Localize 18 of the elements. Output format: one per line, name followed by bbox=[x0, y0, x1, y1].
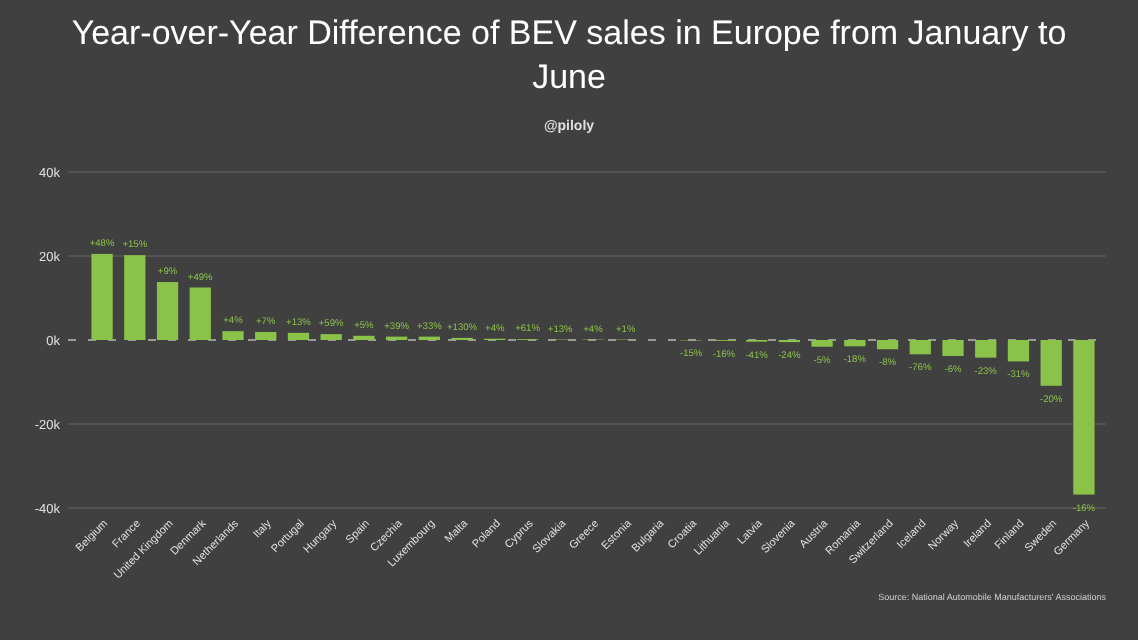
bar bbox=[1007, 340, 1030, 362]
bar bbox=[909, 340, 931, 355]
bar bbox=[942, 340, 964, 356]
bar bbox=[876, 340, 899, 350]
chart-title: Year-over-Year Difference of BEV sales in Europe from January to June bbox=[71, 14, 1067, 96]
bar bbox=[844, 340, 866, 347]
bar bbox=[255, 332, 277, 340]
bar bbox=[156, 282, 179, 340]
bar bbox=[1073, 340, 1095, 495]
bar bbox=[320, 334, 342, 340]
bar bbox=[91, 253, 113, 340]
bar bbox=[287, 332, 310, 340]
bar bbox=[811, 340, 833, 347]
bar bbox=[189, 287, 211, 340]
bar bbox=[222, 331, 244, 340]
bar bbox=[124, 255, 146, 340]
bar bbox=[975, 340, 997, 358]
bar bbox=[1040, 340, 1062, 386]
